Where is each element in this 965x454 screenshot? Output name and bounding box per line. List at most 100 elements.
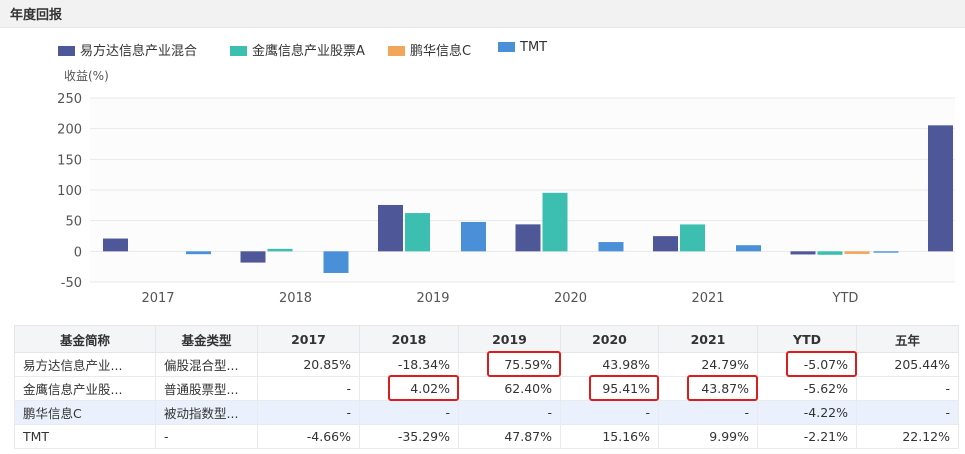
legend-label: 金鹰信息产业股票A: [252, 44, 365, 59]
return-cell: 205.44%: [856, 352, 959, 377]
column-header[interactable]: 基金简称: [14, 325, 156, 353]
bar-2020-s3: [598, 242, 624, 252]
fund-type-cell: 普通股票型...: [155, 376, 258, 401]
x-tick-label: 2018: [279, 291, 312, 306]
fund-name-cell[interactable]: 易方达信息产业...: [14, 352, 156, 377]
y-tick-label: 100: [57, 184, 82, 199]
return-cell: 95.41%: [560, 376, 659, 401]
table-row[interactable]: TMT - -4.66% -35.29% 47.87% 15.16% 9.99% -2.21%…: [14, 424, 959, 449]
bar-2020-s1: [542, 192, 568, 252]
return-cell: -18.34%: [359, 352, 459, 377]
column-header[interactable]: 基金类型: [155, 325, 258, 353]
return-cell: 24.79%: [658, 352, 758, 377]
return-cell: -: [560, 400, 659, 425]
fund-name-cell[interactable]: TMT: [14, 424, 156, 449]
return-cell: -: [257, 400, 360, 425]
legend-item[interactable]: TMT: [498, 40, 547, 55]
bar-2018-s0: [240, 251, 266, 263]
return-cell: 47.87%: [458, 424, 561, 449]
cell-highlight-box: [486, 350, 561, 377]
column-header[interactable]: 2018: [359, 325, 459, 353]
return-cell: -35.29%: [359, 424, 459, 449]
cell-highlight-box: [387, 374, 459, 401]
fund-type-cell: -: [155, 424, 258, 449]
y-axis-label: 收益(%): [64, 69, 109, 83]
return-cell: -: [458, 400, 561, 425]
legend-label: 易方达信息产业混合: [80, 44, 198, 59]
x-tick-label: YTD: [832, 291, 859, 306]
column-header[interactable]: 2017: [257, 325, 360, 353]
annual-return-chart: -50 0 50 100 150 200 250 收益(%) 2017 2018 2019 2020 2…: [57, 69, 955, 306]
bar-2019-s3: [461, 221, 486, 252]
return-cell: -5.62%: [757, 376, 857, 401]
bar-ytd-s1: [817, 251, 843, 255]
bar-2019-s0: [378, 204, 403, 252]
legend-item[interactable]: 易方达信息产业混合: [58, 40, 197, 59]
return-cell: -: [856, 376, 959, 401]
bar-2021-s1: [680, 224, 705, 252]
return-cell: 15.16%: [560, 424, 659, 449]
cell-highlight-box: [785, 350, 857, 377]
bar-2021-s3: [736, 245, 761, 252]
bar-2018-s3: [323, 251, 349, 273]
bar-ytd-s3: [873, 251, 899, 253]
legend-item[interactable]: 金鹰信息产业股票A: [230, 40, 365, 59]
legend-swatch: [388, 45, 405, 56]
return-cell: -2.21%: [757, 424, 857, 449]
x-tick-label: 2021: [691, 291, 724, 306]
table-row[interactable]: 金鹰信息产业股... 普通股票型... -4.02% 62.40% 95.41% 43.8…: [14, 376, 959, 401]
x-tick-label: 2019: [416, 291, 449, 306]
return-cell: 20.85%: [257, 352, 360, 377]
bar-2018-s1: [267, 248, 293, 252]
table-header-row: 基金简称 基金类型 2017 2018 2019 2020 2021 YTD 五年: [14, 325, 959, 353]
y-tick-label: 0: [74, 245, 82, 260]
y-tick-label: 200: [57, 123, 82, 138]
fund-type-cell: 被动指数型...: [155, 400, 258, 425]
legend-swatch: [230, 45, 247, 56]
return-cell: 9.99%: [658, 424, 758, 449]
return-cell: -: [856, 400, 959, 425]
cell-highlight-box: [588, 374, 659, 401]
returns-table: 基金简称 基金类型 2017 2018 2019 2020 2021 YTD 五年 易方达信息产…: [14, 325, 959, 449]
bar-ytd-s2: [844, 251, 870, 254]
y-tick-label: 150: [57, 153, 82, 168]
return-cell: -4.66%: [257, 424, 360, 449]
cell-highlight-box: [686, 374, 758, 401]
y-tick-label: 50: [65, 215, 82, 230]
return-cell: -: [658, 400, 758, 425]
x-tick-label: 2020: [554, 291, 587, 306]
legend-item[interactable]: 鹏华信息C: [388, 40, 471, 59]
column-header[interactable]: 五年: [856, 325, 959, 353]
legend-swatch: [498, 41, 515, 52]
column-header[interactable]: 2021: [658, 325, 758, 353]
section-header: 年度回报: [0, 0, 965, 28]
return-cell: -: [257, 376, 360, 401]
column-header[interactable]: 2020: [560, 325, 659, 353]
column-header[interactable]: YTD: [757, 325, 857, 353]
bar-2020-s0: [515, 224, 541, 252]
return-cell: 4.02%: [359, 376, 459, 401]
table-row[interactable]: 鹏华信息C 被动指数型... - - - - - -4.22% -: [14, 400, 959, 425]
return-cell: 43.98%: [560, 352, 659, 377]
return-cell: 22.12%: [856, 424, 959, 449]
y-tick-label: 250: [57, 92, 82, 107]
return-cell: 62.40%: [458, 376, 561, 401]
return-cell: -5.07%: [757, 352, 857, 377]
fund-type-cell: 偏股混合型...: [155, 352, 258, 377]
y-tick-label: -50: [61, 276, 82, 291]
fund-name-cell[interactable]: 金鹰信息产业股...: [14, 376, 156, 401]
legend-label: TMT: [520, 40, 548, 55]
return-cell: -4.22%: [757, 400, 857, 425]
section-title: 年度回报: [10, 8, 63, 23]
bar-2017-s0: [103, 238, 128, 252]
bar-five-year: [928, 125, 953, 252]
legend-swatch: [58, 45, 75, 56]
bar-2021-s0: [653, 236, 678, 252]
column-header[interactable]: 2019: [458, 325, 561, 353]
bar-2017-s3: [186, 251, 211, 255]
bar-2019-s1: [405, 213, 430, 252]
legend-label: 鹏华信息C: [410, 44, 472, 59]
fund-name-cell[interactable]: 鹏华信息C: [14, 400, 156, 425]
x-tick-label: 2017: [141, 291, 174, 306]
bar-ytd-s0: [790, 251, 816, 255]
